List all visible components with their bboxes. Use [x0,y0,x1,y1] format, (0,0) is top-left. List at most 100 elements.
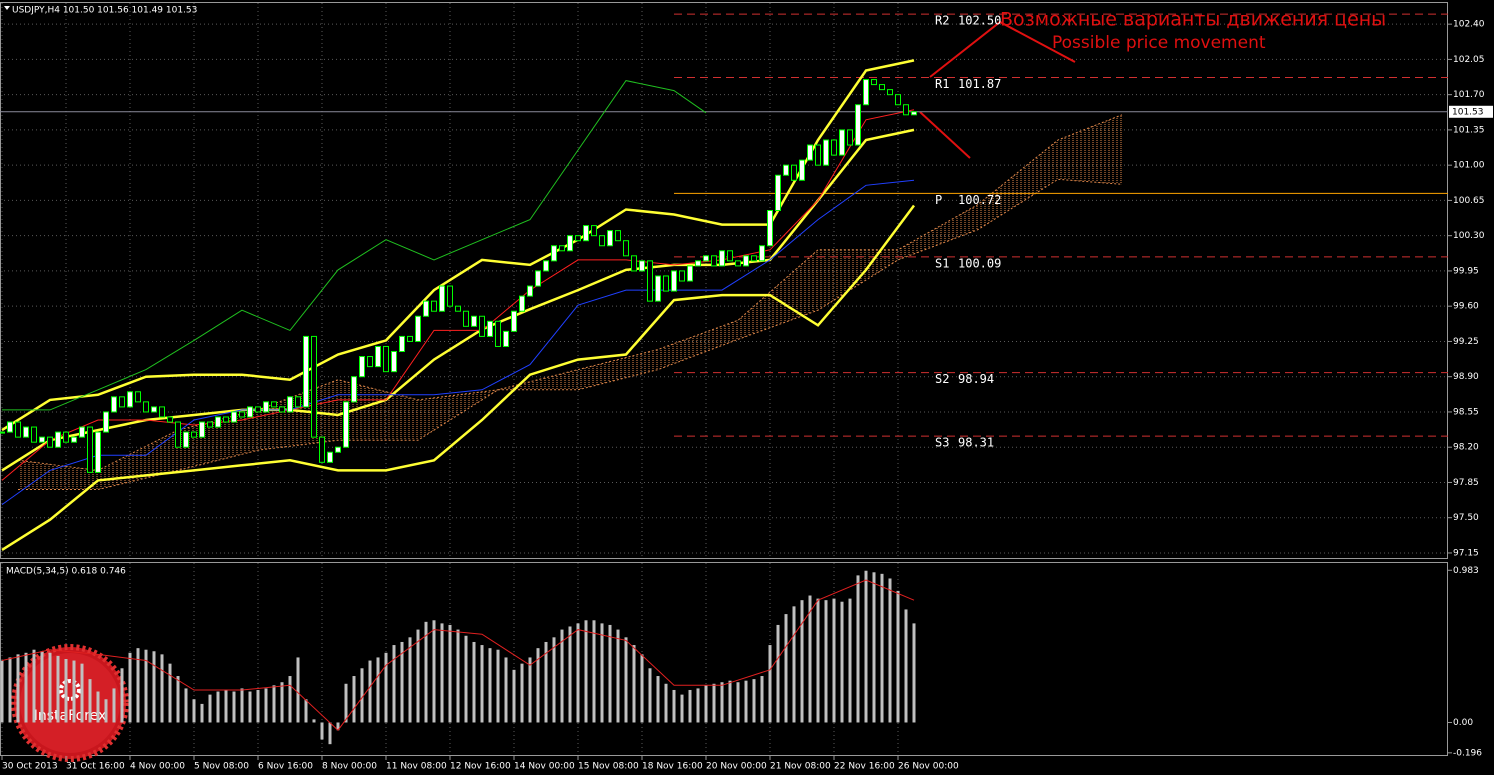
candle [559,245,565,252]
candle [103,411,109,433]
macd-bar [32,649,36,723]
macd-bar [504,657,508,723]
candle [255,406,261,413]
x-tick-label: 22 Nov 16:00 [834,762,895,772]
macd-bar [80,663,84,723]
candle [655,275,661,302]
candle [319,436,325,463]
candle [431,300,437,312]
macd-bar [712,683,716,723]
candle [95,431,101,473]
macd-bar [368,660,372,723]
y-tick-label: 100.30 [1453,231,1485,241]
macd-bar [704,685,708,723]
macd-bar [248,691,252,723]
macd-bar [840,601,844,723]
y-tick-label: 99.25 [1453,337,1479,347]
x-tick-label: 12 Nov 16:00 [450,762,511,772]
candle [783,164,789,176]
macd-bar [688,689,692,723]
macd-bar [424,621,428,723]
indicator-line [1,204,916,551]
macd-frame [0,562,1448,756]
candle [383,345,389,373]
candle [407,335,413,342]
candle [487,320,493,337]
macd-bar [520,663,524,723]
macd-bar [872,572,876,723]
macd-bar [200,703,204,723]
candle [79,426,85,438]
candle [895,94,901,106]
candle [759,245,765,262]
macd-bar [296,657,300,723]
candle [0,431,5,434]
macd-bar [360,668,364,723]
candle [367,356,373,368]
macd-bar [432,620,436,723]
macd-bar [768,645,772,723]
candle [423,300,429,317]
candle [7,421,13,433]
candle [735,260,741,267]
candle [591,225,597,237]
macd-bar [856,575,860,723]
pivot-name: P [935,193,942,207]
macd-bar [816,598,820,723]
candle [551,245,557,262]
candle [807,144,813,161]
macd-bar [592,620,596,723]
macd-bar [256,689,260,723]
chart-header: USDJPY,H4 101.50 101.56 101.49 101.53 [12,6,197,16]
macd-bar [544,641,548,723]
candle [159,406,165,418]
candle [791,164,797,181]
candle [151,406,157,413]
macd-bar [560,629,564,723]
macd-bar [720,682,724,723]
candle [855,104,861,146]
macd-bar [72,660,76,723]
macd-bar [648,668,652,723]
x-tick-label: 6 Nov 16:00 [258,762,313,772]
macd-title: MACD(5,34,5) 0.618 0.746 [6,567,126,577]
candle [351,376,357,403]
macd-bar [400,641,404,723]
macd-bar [624,637,628,723]
candle [71,436,77,443]
macd-bar [832,598,836,723]
indicator-line [2,80,707,411]
candle [303,335,309,408]
macd-bar [128,652,132,723]
macd-bar [784,614,788,723]
candle [639,260,645,272]
macd-bar [384,652,388,723]
candle [799,159,805,181]
macd-bar [848,598,852,723]
macd-bar [880,573,884,723]
macd-bar [728,680,732,723]
candle [911,111,917,116]
candle [815,144,821,166]
candle [871,79,877,86]
signal-line [1,579,915,731]
macd-bar [168,663,172,723]
annotation: Possible price movement [1052,33,1266,53]
macd-bar [8,657,12,723]
candle [415,315,421,342]
macd-bar [496,649,500,723]
macd-bar [192,699,196,723]
candle [823,139,829,166]
candle [39,436,45,443]
x-tick-label: 30 Oct 2013 [2,762,58,772]
macd-bar [736,682,740,723]
candle [335,446,341,453]
candle [391,351,397,373]
candle [327,451,333,463]
macd-bar [536,648,540,723]
macd-bar [456,629,460,723]
macd-bar [376,657,380,723]
candle [55,431,61,448]
candle [295,396,301,408]
